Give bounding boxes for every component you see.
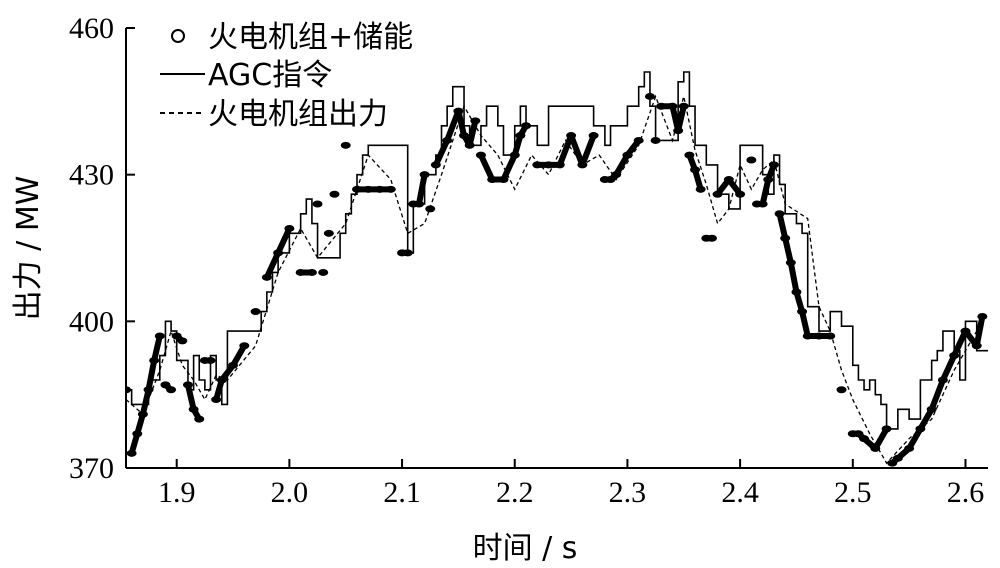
series-group	[126, 71, 988, 467]
y-tick-label: 370	[69, 452, 114, 485]
series-combined-point	[695, 185, 706, 193]
series-combined-segment	[776, 210, 789, 242]
x-axis-title: 时间 / s	[473, 531, 578, 566]
series-combined-segment	[973, 313, 986, 349]
series-combined-segment	[928, 377, 946, 413]
series-agc-line	[126, 71, 988, 430]
axes-layer: 1.9 2.0 2.1 2.2 2.3 2.4 2.5 2.6 370 400 430 460	[69, 12, 988, 509]
series-combined-point	[836, 386, 847, 394]
series-combined-segment	[275, 225, 293, 256]
legend-label-thermal: 火电机组出力	[208, 97, 388, 132]
series-combined-segment	[151, 333, 163, 364]
x-tick-label: 2.0	[271, 476, 309, 509]
legend-label-combined: 火电机组+储能	[208, 20, 413, 55]
y-axis-title: 出力 / MW	[11, 176, 46, 321]
series-combined-point	[825, 332, 836, 340]
series-combined-point	[239, 342, 250, 350]
series-combined-segment	[759, 176, 772, 207]
series-combined-segment	[579, 132, 597, 168]
series-combined-segment	[782, 235, 794, 266]
series-combined-point	[318, 268, 329, 276]
x-tick-label: 2.2	[496, 476, 534, 509]
series-combined-segment	[500, 152, 518, 183]
series-combined-segment	[906, 425, 924, 452]
series-combined-point	[746, 156, 757, 164]
series-combined-segment	[415, 171, 428, 207]
series-combined-point	[340, 141, 351, 149]
series-combined-point	[633, 136, 644, 144]
series-combined-segment	[139, 386, 152, 418]
series-combined-point	[306, 268, 317, 276]
series-combined-segment	[556, 132, 575, 168]
x-tick-label: 2.3	[609, 476, 647, 509]
legend-label-agc: AGC指令	[208, 58, 332, 93]
series-thermal-line	[126, 94, 978, 465]
series-combined-point	[312, 200, 323, 208]
series-combined-segment	[872, 425, 890, 452]
series-combined-point	[250, 308, 261, 316]
y-tick-label: 400	[69, 305, 114, 338]
x-tick-label: 2.5	[834, 476, 872, 509]
x-tick-label: 2.6	[947, 476, 985, 509]
series-combined-point	[284, 224, 295, 232]
legend: 火电机组+储能 AGC指令 火电机组出力	[160, 20, 413, 132]
series-combined-segment	[799, 308, 811, 339]
series-combined-point	[706, 234, 717, 242]
x-tick-label: 1.9	[158, 476, 196, 509]
series-combined-segment	[675, 103, 687, 134]
series-combined-segment	[263, 249, 282, 281]
series-combined-point	[977, 312, 988, 320]
series-combined-segment	[477, 152, 496, 183]
series-combined-point	[166, 386, 177, 394]
series-combined-segment	[568, 132, 586, 168]
series-combined-point	[678, 102, 689, 110]
series-combined-point	[154, 332, 165, 340]
series-combined-point	[177, 337, 188, 345]
series-layer	[126, 71, 988, 467]
series-combined-segment	[951, 328, 969, 359]
y-tick-label: 460	[69, 12, 114, 45]
x-tick-label: 2.4	[721, 476, 759, 509]
series-combined-segment	[184, 381, 197, 413]
series-combined-point	[323, 229, 334, 237]
series-combined-segment	[145, 357, 158, 393]
y-tick-label: 430	[69, 159, 114, 192]
series-combined-segment	[917, 406, 935, 432]
series-combined-point	[588, 132, 599, 140]
series-combined-segment	[939, 352, 958, 383]
series-combined-segment	[230, 342, 248, 369]
series-combined-segment	[455, 108, 468, 139]
series-combined-point	[194, 415, 205, 423]
series-combined-segment	[613, 152, 631, 178]
x-tick-label: 2.1	[383, 476, 421, 509]
series-combined-segment	[787, 259, 800, 295]
legend-marker-combined	[171, 29, 185, 43]
series-combined-point	[329, 190, 340, 198]
